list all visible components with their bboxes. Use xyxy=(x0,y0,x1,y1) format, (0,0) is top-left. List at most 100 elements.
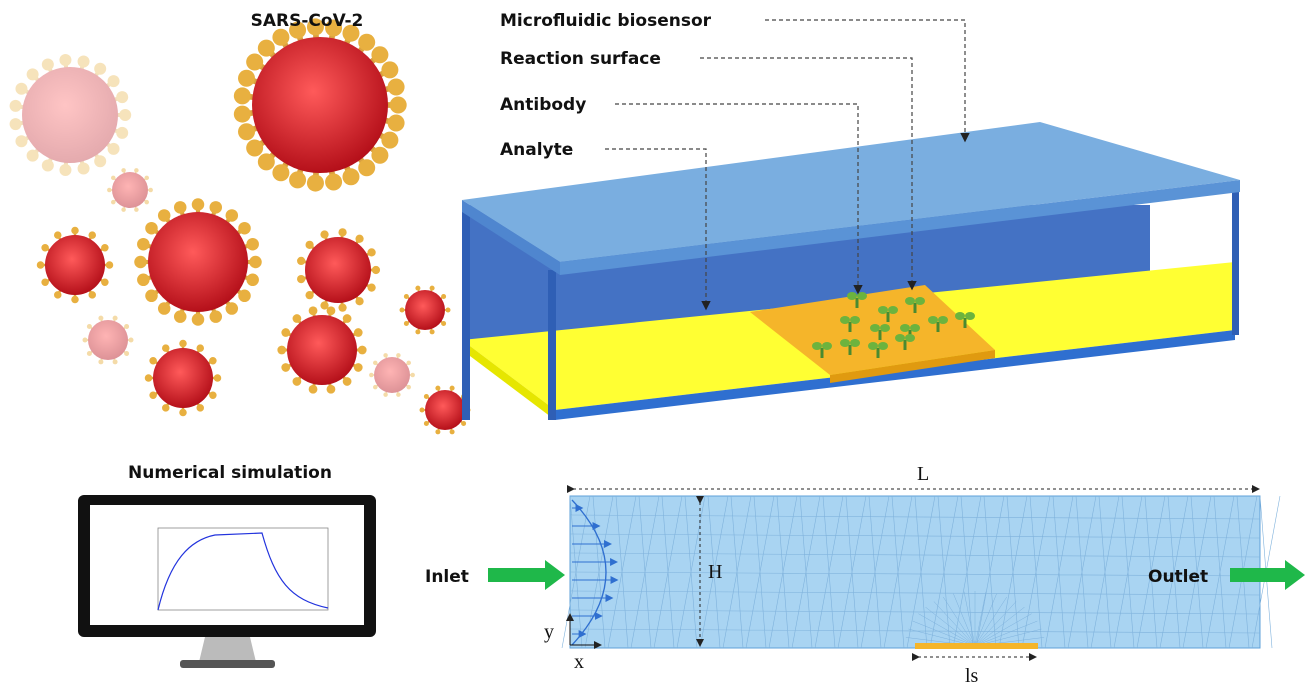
height-label: H xyxy=(708,561,722,583)
spike-head xyxy=(179,409,187,417)
spike-head xyxy=(108,75,120,87)
virus xyxy=(134,198,262,326)
spike-head xyxy=(400,308,405,313)
spike-head xyxy=(98,316,103,321)
spike-head xyxy=(145,290,158,303)
virus xyxy=(234,18,407,191)
antibody-arm xyxy=(895,334,905,342)
spike-head xyxy=(325,174,342,191)
virus-body xyxy=(287,315,357,385)
spike-head xyxy=(107,188,112,193)
spike-head xyxy=(87,351,92,356)
virus xyxy=(10,54,132,176)
spike-head xyxy=(174,310,187,323)
outlet-label: Outlet xyxy=(1148,567,1208,587)
virus-body xyxy=(153,348,213,408)
spike-head xyxy=(354,363,363,372)
length-label: L xyxy=(917,463,929,485)
spike-head xyxy=(309,385,318,394)
spike-head xyxy=(179,340,187,348)
antibody-arm xyxy=(938,316,948,324)
spike-head xyxy=(106,261,114,269)
spike-head xyxy=(371,147,388,164)
spike-head xyxy=(358,346,367,355)
antibody-arm xyxy=(840,339,850,347)
reaction-strip xyxy=(915,643,1038,649)
spike-head xyxy=(424,421,429,426)
spike-head xyxy=(410,373,415,378)
spike-head xyxy=(89,231,97,239)
antibody-arm xyxy=(870,324,880,332)
spike-head xyxy=(246,139,263,156)
spike-head xyxy=(197,344,205,352)
spike-head xyxy=(343,314,352,323)
spike-head xyxy=(383,392,388,397)
spike-head xyxy=(149,357,157,365)
spike-head xyxy=(41,244,49,252)
spike-head xyxy=(94,155,106,167)
antibody-arm xyxy=(822,342,832,350)
antibody-arm xyxy=(868,342,878,350)
virus xyxy=(369,353,415,397)
spike-head xyxy=(158,302,171,315)
spike-head xyxy=(129,338,134,343)
spike-head xyxy=(327,306,336,315)
spike-head xyxy=(249,256,262,269)
spike-head xyxy=(41,279,49,287)
spike-head xyxy=(137,238,150,251)
spike-head xyxy=(111,200,116,205)
virus xyxy=(83,316,134,365)
spike-head xyxy=(381,132,398,149)
spike-head xyxy=(293,314,302,323)
spike-head xyxy=(355,297,363,305)
spike-head xyxy=(441,321,446,326)
spike-head xyxy=(305,291,313,299)
spike-head xyxy=(113,316,118,321)
spike-head xyxy=(209,357,217,365)
spike-head xyxy=(121,168,126,173)
spike-head xyxy=(406,361,411,366)
spike-head xyxy=(461,421,466,426)
spike-head xyxy=(289,171,306,188)
spike-head xyxy=(297,257,305,265)
spike-head xyxy=(124,351,129,356)
simulation-label: Numerical simulation xyxy=(128,463,332,483)
antibody-arm xyxy=(840,316,850,324)
spike-head xyxy=(98,359,103,364)
spike-head xyxy=(214,374,222,382)
virus-body xyxy=(252,37,388,173)
spike-head xyxy=(293,377,302,386)
spike-head xyxy=(272,164,289,181)
spike-head xyxy=(396,353,401,358)
spike-head xyxy=(320,230,328,238)
spike-head xyxy=(108,143,120,155)
spike-head xyxy=(383,353,388,358)
spike-head xyxy=(420,408,425,413)
spike-head xyxy=(78,163,90,175)
antibody-arm xyxy=(878,342,888,350)
spike-head xyxy=(272,29,289,46)
spike-head xyxy=(354,328,363,337)
antibody-arm xyxy=(905,297,915,305)
spike-head xyxy=(78,55,90,67)
antibody-arm xyxy=(880,324,890,332)
spike-head xyxy=(238,290,251,303)
spike-head xyxy=(134,168,139,173)
spike-head xyxy=(297,275,305,283)
spike-head xyxy=(281,363,290,372)
spike-head xyxy=(209,392,217,400)
spike-head xyxy=(42,58,54,70)
spike-head xyxy=(281,328,290,337)
monitor-base xyxy=(180,660,275,668)
spike-head xyxy=(234,87,251,104)
spike-head xyxy=(406,385,411,390)
virus xyxy=(277,306,366,393)
antibody-arm xyxy=(910,324,920,332)
axis-label: y xyxy=(544,621,554,643)
spike-head xyxy=(373,385,378,390)
virus-label: SARS-CoV-2 xyxy=(251,11,364,31)
spike-head xyxy=(158,209,171,222)
spike-head xyxy=(71,227,79,235)
spike-head xyxy=(226,209,239,222)
spike-head xyxy=(338,304,346,312)
